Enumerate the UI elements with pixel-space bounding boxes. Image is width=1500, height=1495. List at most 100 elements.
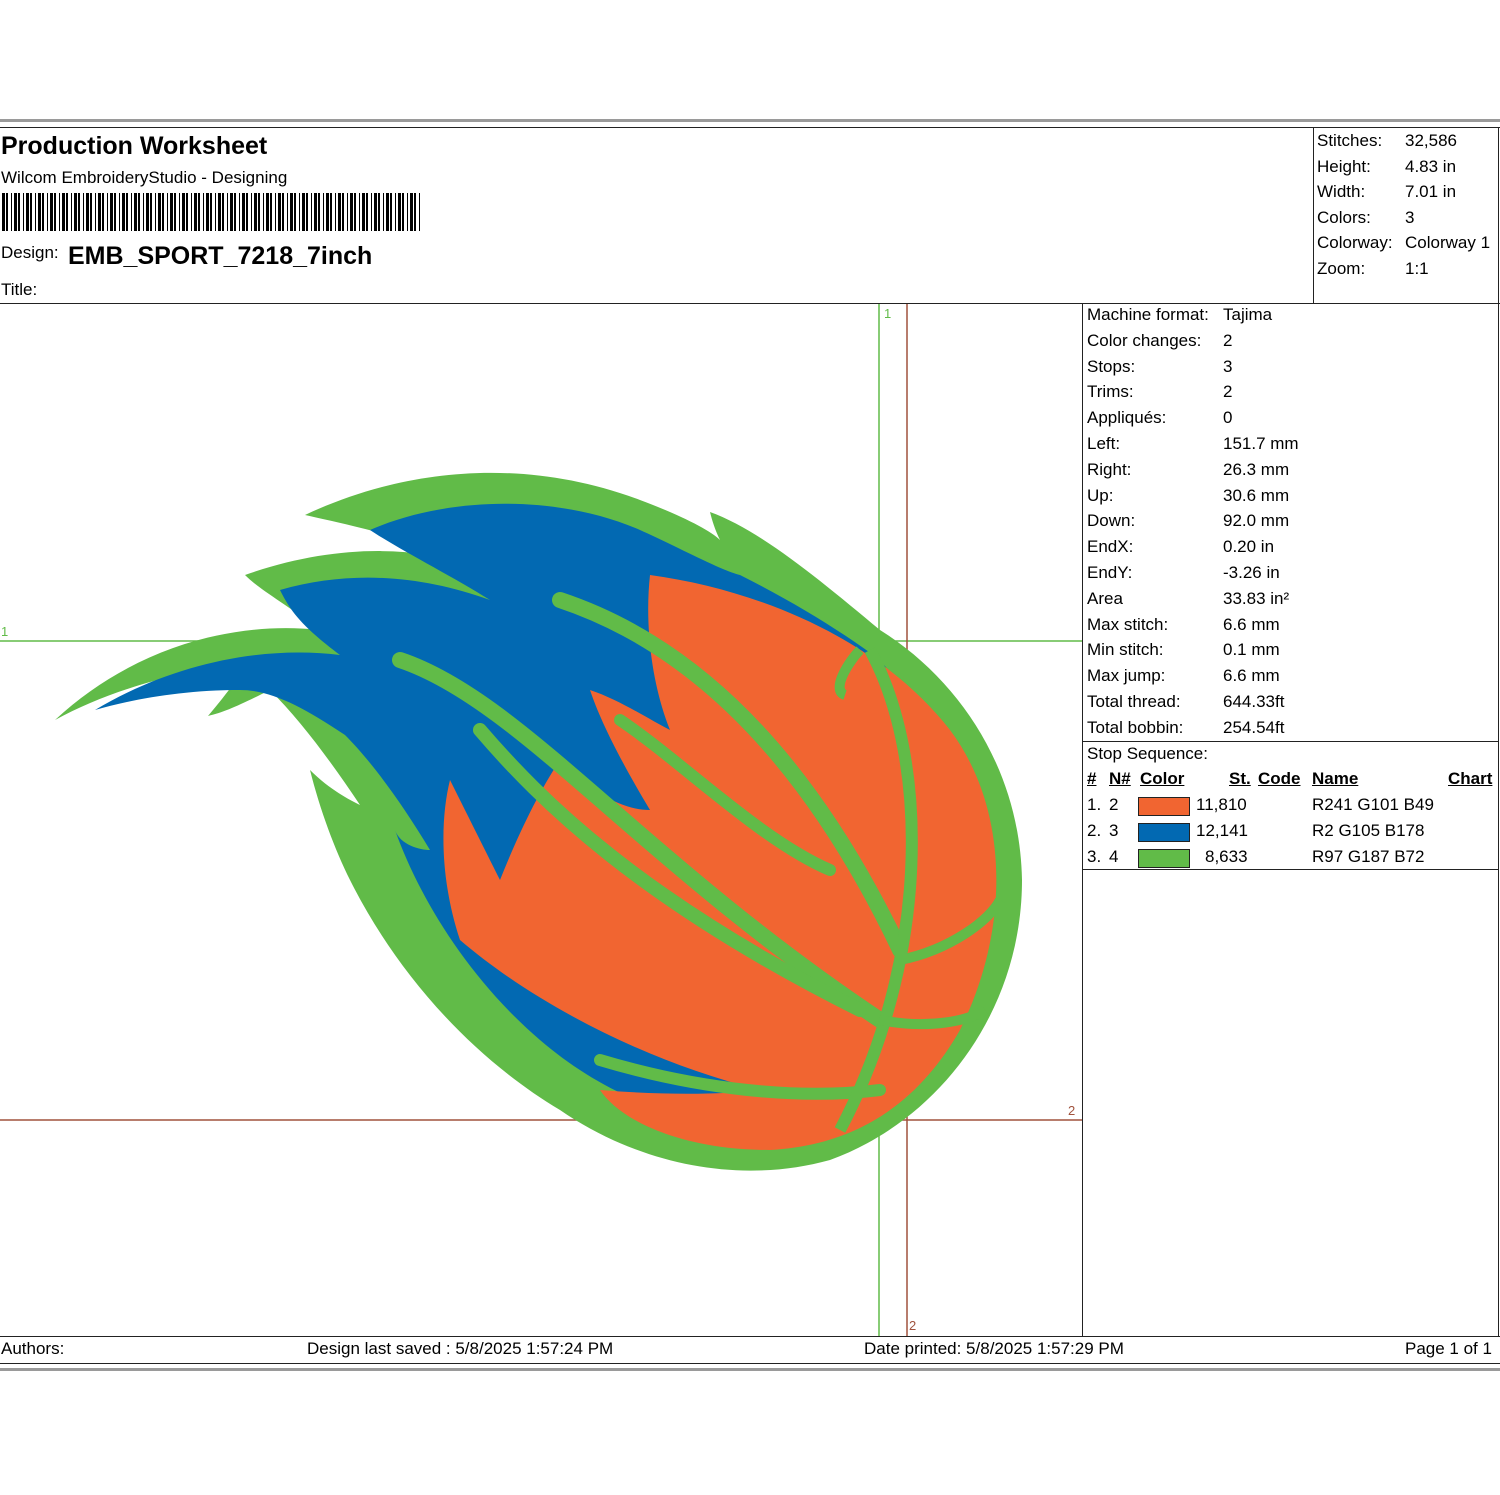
col-header-needle: N# [1109,769,1131,788]
barcode-bar [71,193,72,231]
barcode-bar [95,193,96,231]
software-name: Wilcom EmbroideryStudio - Designing [1,168,288,187]
details-panel: Machine format: Tajima Color changes: 2 St… [1087,305,1487,744]
page-title: Production Worksheet [1,132,268,160]
design-name: EMB_SPORT_7218_7inch [68,242,373,270]
top-rule [0,119,1500,122]
barcode-bar [251,193,252,231]
barcode-bar [215,193,216,231]
barcode-bar [6,193,8,231]
end-marker-bottom: 2 [909,1318,917,1333]
barcode-bar [419,193,420,231]
col-header-index: # [1087,769,1097,788]
barcode-bar [294,193,296,231]
ball-seam-1 [834,647,918,1133]
barcode-bar [386,193,389,231]
color-swatch [1138,849,1190,868]
barcode-bar [206,193,209,231]
barcode-bar [266,193,269,231]
barcode-bar [395,193,396,231]
col-header-chart: Chart [1448,769,1493,788]
barcode-bar [263,193,264,231]
barcode-bar [371,193,372,231]
color-swatch [1138,797,1190,816]
col-header-stitches: St. [1229,769,1251,788]
col-header-code: Code [1258,769,1301,788]
barcode-bar [119,193,120,231]
barcode-bar [222,193,224,231]
detail-row: Left: 151.7 mm [1087,433,1299,453]
stop-divider [1082,741,1499,742]
date-printed: Date printed: 5/8/2025 1:57:29 PM [864,1339,1124,1358]
barcode-bar [198,193,200,231]
barcode-bar [210,193,212,231]
barcode-bar [326,193,329,231]
barcode-bar [102,193,104,231]
green-swoosh-2 [392,652,888,1028]
barcode-bar [66,193,68,231]
barcode-bar [270,193,272,231]
barcode-bar [383,193,384,231]
barcode-bar [162,193,164,231]
barcode-bar [323,193,324,231]
barcode-bar [227,193,228,231]
summary-panel: Stitches: 32,586 Height: 4.83 in Width: 7.0… [1317,131,1497,285]
barcode-bar [18,193,20,231]
barcode-bar [78,193,80,231]
detail-row: Right: 26.3 mm [1087,459,1290,479]
barcode-bar [50,193,53,231]
barcode-bar [47,193,48,231]
end-marker-right: 2 [1068,1103,1076,1118]
color-swatch [1138,823,1190,842]
barcode-bar [126,193,128,231]
barcode-bar [90,193,92,231]
barcode-bar [414,193,416,231]
barcode-bar [131,193,132,231]
barcode-bar [74,193,77,231]
detail-row: Total bobbin: 254.54ft [1087,717,1285,737]
detail-row: Appliqués: 0 [1087,408,1233,428]
barcode-bar [342,193,344,231]
design-last-saved: Design last saved : 5/8/2025 1:57:24 PM [307,1339,614,1358]
barcode-bar [318,193,320,231]
barcode-bar [282,193,284,231]
barcode-bar [54,193,56,231]
detail-row: Max jump: 6.6 mm [1087,666,1280,686]
barcode-bar [174,193,176,231]
barcode-bar [2,193,5,231]
detail-row: Max stitch: 6.6 mm [1087,614,1280,634]
barcode-bar [59,193,60,231]
canvas-divider [1082,303,1083,1337]
detail-row: Area 33.83 in² [1087,588,1290,608]
barcode-bar [407,193,408,231]
barcode-bar [62,193,65,231]
ball-seam-3 [879,1005,988,1030]
barcode-bar [114,193,116,231]
right-border [1498,128,1499,1337]
barcode-bar [138,193,140,231]
barcode-bar [194,193,197,231]
authors-label: Authors: [1,1339,65,1358]
summary-row: Height: 4.83 in [1317,156,1457,176]
barcode-bar [306,193,308,231]
design-preview: 1 1 2 2 [0,304,1082,1336]
barcode-bar [42,193,44,231]
barcode-bar [299,193,300,231]
green-swoosh-4 [614,714,836,876]
summary-row: Colors: 3 [1317,207,1415,227]
barcode-bar [23,193,24,231]
barcode-bar [287,193,288,231]
top-rule-inner [0,127,1500,128]
barcode-bar [38,193,41,231]
embroidery-design [0,304,1082,1336]
barcode-bar [242,193,245,231]
barcode-bar [374,193,377,231]
barcode-bar [14,193,17,231]
barcode-bar [290,193,293,231]
barcode-bar [134,193,137,231]
detail-row: Up: 30.6 mm [1087,485,1290,505]
barcode-bar [239,193,240,231]
detail-row: Stops: 3 [1087,356,1233,376]
barcode-bar [107,193,108,231]
barcode-bar [338,193,341,231]
